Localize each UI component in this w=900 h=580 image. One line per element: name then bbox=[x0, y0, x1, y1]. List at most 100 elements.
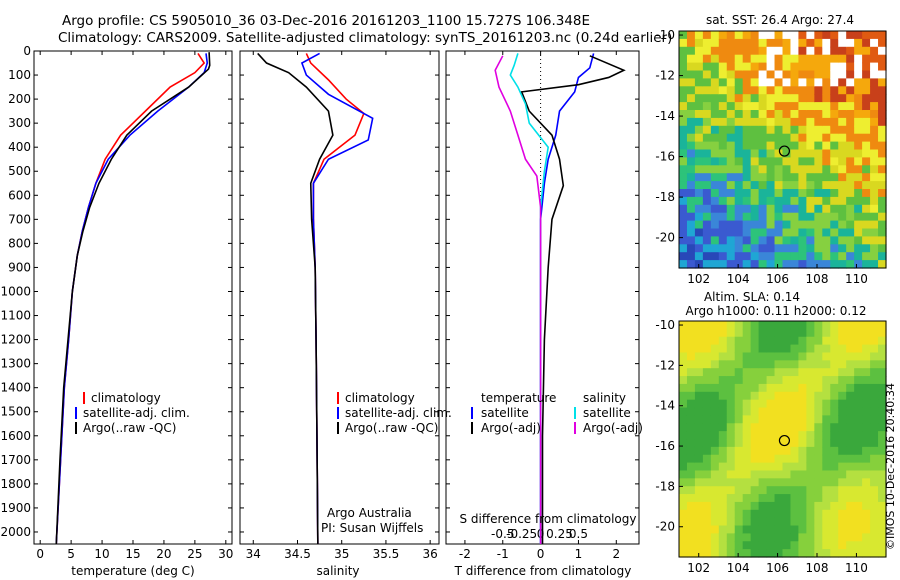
map-cell bbox=[814, 196, 823, 206]
map-cell bbox=[878, 352, 887, 361]
map-cell bbox=[822, 509, 831, 519]
legend-title-salinity: salinity bbox=[583, 391, 626, 405]
map-cell bbox=[750, 501, 760, 511]
map-cell bbox=[830, 252, 839, 261]
map-cell bbox=[694, 415, 704, 424]
map-cell bbox=[726, 62, 736, 72]
map-cell bbox=[758, 62, 768, 72]
map-cell bbox=[806, 478, 815, 487]
map-cell bbox=[679, 501, 688, 511]
map-cell bbox=[870, 454, 879, 464]
map-cell bbox=[870, 31, 879, 40]
map-cell bbox=[742, 533, 752, 542]
map-cell bbox=[854, 31, 863, 40]
map-cell bbox=[806, 439, 815, 448]
map-cell bbox=[870, 173, 879, 182]
map-cell bbox=[822, 260, 831, 269]
map-cell bbox=[878, 46, 887, 56]
map-cell bbox=[878, 431, 887, 440]
map-cell bbox=[686, 189, 696, 198]
map-cell bbox=[854, 62, 863, 72]
map-cell bbox=[854, 509, 863, 519]
map-cell bbox=[854, 470, 863, 479]
map-cell bbox=[694, 196, 704, 206]
map-cell bbox=[814, 525, 823, 534]
series-line-satellite-adj-clim- bbox=[300, 52, 374, 545]
map-cell bbox=[862, 383, 871, 393]
map-cell bbox=[710, 501, 720, 511]
map-cell bbox=[838, 423, 847, 432]
map-cell bbox=[838, 486, 847, 495]
map-cell bbox=[718, 494, 728, 503]
map-cell bbox=[774, 157, 784, 166]
map-cell bbox=[758, 244, 768, 253]
map-cell bbox=[822, 228, 831, 237]
map-cell bbox=[774, 478, 784, 487]
temperature-panel: 0100200300400500600700800900100011001200… bbox=[0, 44, 233, 578]
map-cell bbox=[830, 228, 839, 237]
map-cell bbox=[806, 252, 815, 261]
map-cell bbox=[822, 368, 831, 377]
map-cell bbox=[878, 70, 887, 79]
map-cell bbox=[726, 133, 736, 143]
map-cell bbox=[846, 141, 855, 151]
map-cell bbox=[806, 70, 815, 79]
map-cell bbox=[726, 244, 736, 253]
salinity-legend: climatology satellite-adj. clim. Argo(..… bbox=[337, 391, 452, 435]
map-cell bbox=[838, 352, 847, 361]
map-cell bbox=[862, 54, 871, 64]
map-cell bbox=[726, 117, 736, 127]
map-cell bbox=[694, 228, 704, 237]
map-cell bbox=[758, 110, 768, 119]
map-cell bbox=[774, 352, 784, 361]
map-cell bbox=[798, 439, 807, 448]
map-cell bbox=[846, 173, 855, 182]
map-cell bbox=[854, 431, 863, 440]
map-cell bbox=[790, 110, 800, 119]
map-cell bbox=[734, 196, 744, 206]
map-cell bbox=[806, 196, 815, 206]
map-cell bbox=[766, 509, 776, 519]
map-cell bbox=[694, 252, 704, 261]
map-cell bbox=[846, 149, 855, 158]
map-cell bbox=[862, 196, 871, 206]
map-cell bbox=[679, 454, 688, 464]
map-cell bbox=[838, 236, 847, 245]
map-cell bbox=[806, 110, 815, 119]
map-cell bbox=[846, 431, 855, 440]
map-cell bbox=[782, 344, 792, 354]
map-cell bbox=[702, 157, 712, 166]
map-cell bbox=[806, 189, 815, 198]
map-cell bbox=[838, 54, 847, 64]
map-cell bbox=[702, 102, 712, 111]
map-cell bbox=[822, 352, 831, 361]
depth-tick-label: 900 bbox=[8, 260, 31, 274]
map-cell bbox=[830, 220, 839, 230]
map-cell bbox=[766, 78, 776, 87]
map-cell bbox=[854, 133, 863, 143]
map-cell bbox=[878, 494, 887, 503]
map-cell bbox=[806, 181, 815, 190]
map-cell bbox=[822, 486, 831, 495]
map-cell bbox=[798, 533, 807, 542]
map-cell bbox=[774, 446, 784, 456]
map-cell bbox=[766, 344, 776, 354]
map-cell bbox=[766, 228, 776, 237]
lon-tick-label: 106 bbox=[766, 561, 789, 575]
map-cell bbox=[726, 525, 736, 534]
map-cell bbox=[734, 517, 744, 527]
map-cell bbox=[822, 470, 831, 479]
map-cell bbox=[679, 228, 688, 237]
map-cell bbox=[686, 102, 696, 111]
map-cell bbox=[766, 86, 776, 95]
map-cell bbox=[854, 38, 863, 48]
map-cell bbox=[774, 509, 784, 519]
map-cell bbox=[814, 110, 823, 119]
map-cell bbox=[694, 212, 704, 222]
map-cell bbox=[806, 360, 815, 369]
map-cell bbox=[806, 31, 815, 40]
map-cell bbox=[694, 173, 704, 182]
map-cell bbox=[798, 46, 807, 56]
map-cell bbox=[798, 102, 807, 111]
map-cell bbox=[806, 446, 815, 456]
